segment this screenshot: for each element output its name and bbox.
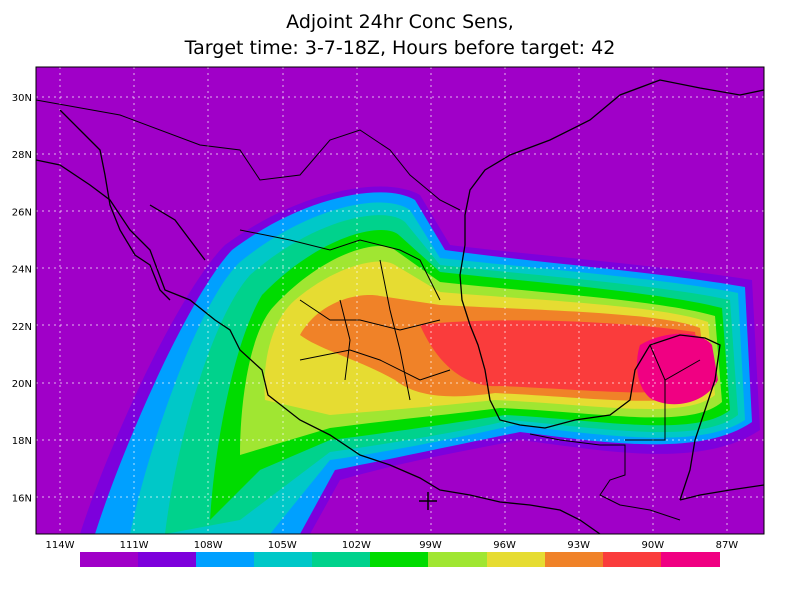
axis-labels: 30N 28N 26N 24N 22N 20N 18N 16N 114W 111W 108W 105W… (12, 93, 739, 551)
colorbar (80, 552, 720, 567)
lon-label: 111W (120, 540, 149, 551)
lon-label: 93W (567, 540, 590, 551)
map-panel (36, 67, 764, 534)
lon-label: 99W (419, 540, 442, 551)
lat-label: 22N (12, 322, 32, 333)
lon-label: 102W (342, 540, 371, 551)
lon-label: 105W (268, 540, 297, 551)
coastlines (36, 79, 764, 534)
lat-label: 16N (12, 493, 32, 504)
lat-label: 18N (12, 436, 32, 447)
lon-label: 96W (493, 540, 516, 551)
lat-label: 26N (12, 207, 32, 218)
lat-label: 28N (12, 150, 32, 161)
lon-label: 90W (641, 540, 664, 551)
lon-label: 87W (716, 540, 739, 551)
title-line-2: Target time: 3-7-18Z, Hours before targe… (184, 37, 616, 59)
borders (36, 99, 701, 521)
title-line-1: Adjoint 24hr Conc Sens, (286, 11, 514, 33)
lon-label: 114W (46, 540, 75, 551)
lat-label: 30N (12, 93, 32, 104)
lat-label: 24N (12, 265, 32, 276)
map-frame (35, 66, 765, 535)
lon-label: 108W (194, 540, 223, 551)
lat-label: 20N (12, 379, 32, 390)
